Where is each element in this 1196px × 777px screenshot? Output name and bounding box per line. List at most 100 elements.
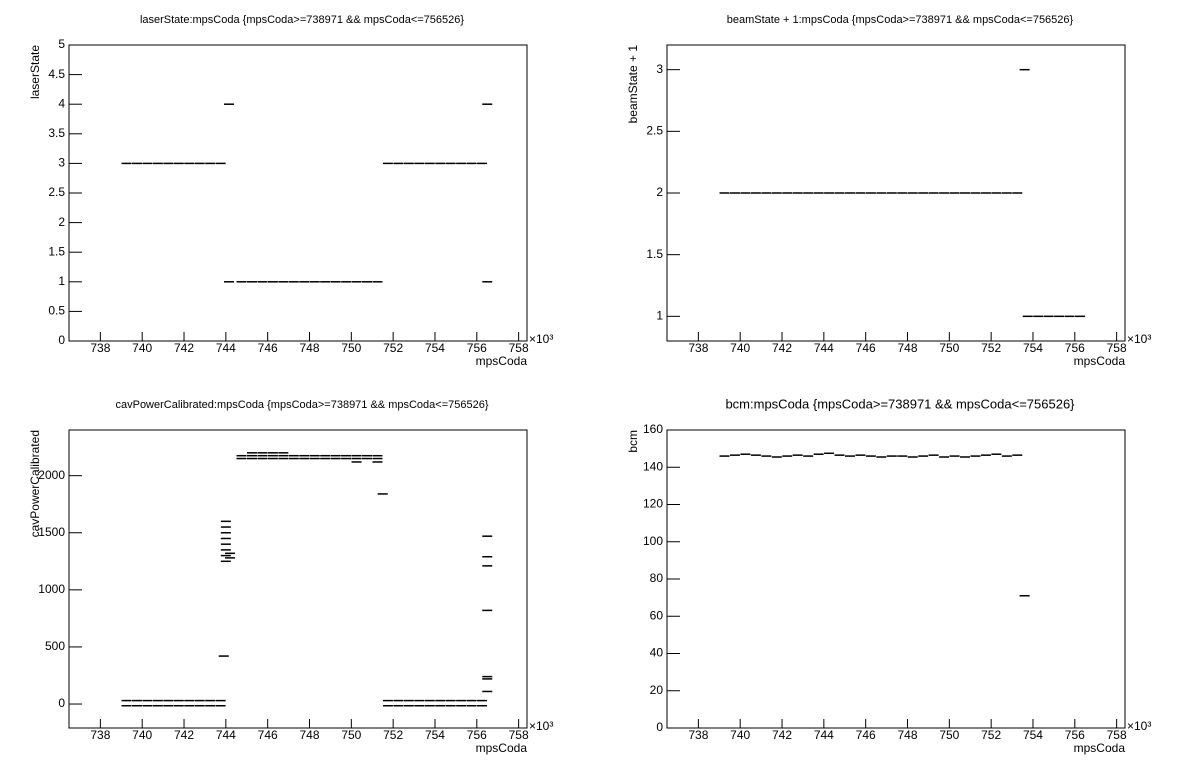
point [121, 699, 132, 702]
point [225, 557, 236, 559]
point [886, 455, 897, 457]
point [257, 452, 268, 454]
point [372, 457, 383, 460]
point [236, 457, 247, 460]
point [477, 162, 488, 165]
y-tick-label: 4.5 [48, 67, 65, 81]
point [918, 192, 929, 194]
point [393, 162, 404, 165]
x-tick-label: 746 [258, 728, 278, 742]
point [782, 455, 793, 457]
point [876, 192, 887, 194]
point [152, 699, 163, 702]
point [445, 704, 456, 707]
point [403, 162, 414, 165]
x-multiplier: ×10³ [529, 719, 553, 733]
y-axis-label: laserState [28, 45, 42, 99]
x-axis-label: mpsCoda [1074, 741, 1126, 755]
x-tick-label: 744 [216, 728, 236, 742]
y-tick-label: 40 [650, 646, 664, 660]
point [299, 454, 310, 457]
point [750, 454, 761, 456]
x-tick-label: 752 [383, 341, 403, 355]
point [372, 281, 383, 283]
point [424, 704, 435, 707]
point [173, 699, 184, 702]
point [173, 704, 184, 707]
point [152, 162, 163, 165]
point [142, 699, 153, 702]
point [320, 457, 331, 460]
point [876, 456, 887, 458]
point [236, 281, 247, 283]
x-tick-label: 750 [341, 341, 361, 355]
point [824, 452, 835, 455]
x-tick-label: 740 [730, 341, 750, 355]
point [382, 699, 393, 702]
chart-title: laserState:mpsCoda {mpsCoda>=738971 && m… [140, 14, 464, 26]
y-tick-label: 100 [643, 534, 663, 548]
point [142, 704, 153, 707]
point [844, 455, 855, 457]
point [163, 704, 174, 707]
point [886, 192, 897, 194]
point [466, 699, 477, 702]
point [1064, 315, 1075, 318]
point [377, 493, 388, 495]
point [309, 281, 320, 283]
point [907, 456, 918, 458]
point [482, 678, 493, 680]
x-tick-label: 750 [939, 341, 959, 355]
point [424, 699, 435, 702]
point [205, 162, 216, 165]
x-tick-label: 748 [299, 728, 319, 742]
y-tick-label: 2.5 [48, 185, 65, 199]
point [220, 543, 231, 545]
point [278, 457, 289, 460]
point [1054, 315, 1065, 318]
x-tick-label: 758 [1107, 341, 1127, 355]
point [220, 554, 231, 557]
point [257, 281, 268, 283]
y-tick-label: 120 [643, 497, 663, 511]
point [267, 281, 278, 283]
point [1012, 454, 1023, 456]
x-multiplier: ×10³ [1127, 332, 1151, 346]
x-tick-label: 742 [174, 341, 194, 355]
y-tick-label: 3 [656, 62, 663, 76]
x-tick-label: 742 [174, 728, 194, 742]
point [970, 455, 981, 457]
point [855, 192, 866, 194]
frame [68, 44, 528, 342]
point [834, 454, 845, 456]
point [970, 192, 981, 194]
chart-title: bcm:mpsCoda {mpsCoda>=738971 && mpsCoda<… [725, 396, 1075, 411]
y-tick-label: 500 [45, 639, 65, 653]
point [435, 704, 446, 707]
point [131, 162, 142, 165]
point [482, 535, 493, 537]
x-tick-label: 744 [814, 728, 834, 742]
y-tick-label: 0 [58, 333, 65, 347]
point [288, 281, 299, 283]
point [309, 454, 320, 457]
point [246, 454, 257, 457]
point [330, 454, 341, 457]
x-tick-label: 748 [299, 341, 319, 355]
x-tick-label: 740 [132, 341, 152, 355]
y-tick-label: 0.5 [48, 304, 65, 318]
point [194, 162, 205, 165]
point [445, 162, 456, 165]
x-axis-label: mpsCoda [476, 741, 528, 755]
point [435, 162, 446, 165]
x-tick-label: 740 [132, 728, 152, 742]
point [173, 162, 184, 165]
point [865, 192, 876, 194]
point [482, 103, 493, 105]
point [1012, 192, 1023, 194]
point [482, 690, 493, 693]
point [220, 560, 231, 563]
point [393, 699, 404, 702]
x-tick-label: 738 [688, 728, 708, 742]
point [482, 281, 493, 283]
